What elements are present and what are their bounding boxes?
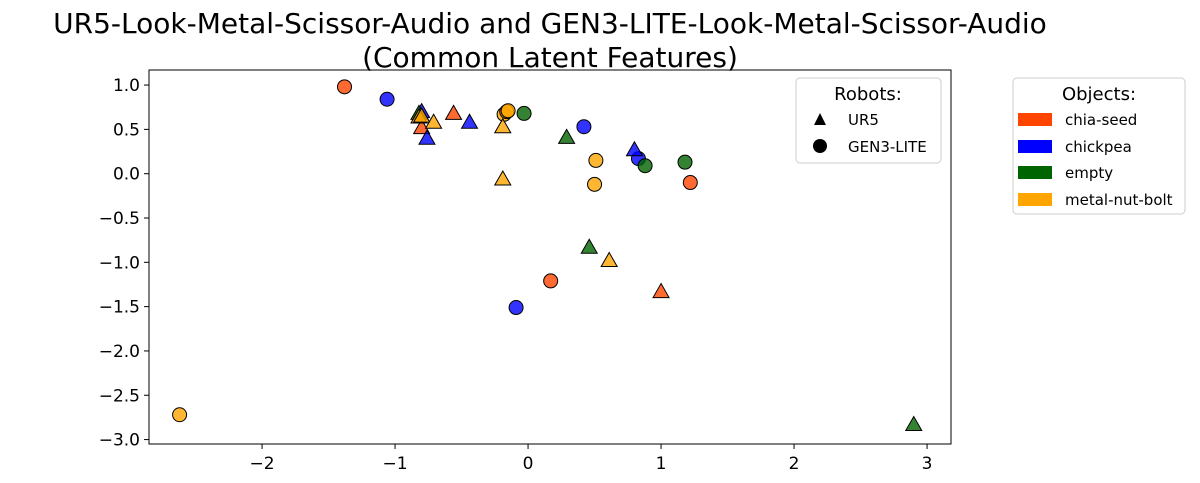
gen3lite-chickpea-point [379,91,395,107]
gen3lite-chickpea-point [576,119,592,135]
robots-legend: Robots: UR5 GEN3-LITE [795,77,942,164]
robots-legend-ur5: UR5 [848,111,879,129]
ur5-chickpea-point [418,129,436,145]
ur5-metal-nut-bolt-point [412,107,431,123]
gen3lite-empty-point [637,158,653,174]
gen3lite-metal-nut-bolt-point [172,407,188,423]
objects-legend-chickpea: chickpea [1065,138,1132,156]
gen3lite-metal-nut-bolt-point [588,152,604,168]
robots-legend-title: Robots: [834,84,902,105]
y-tick-label: 0.0 [113,165,140,185]
chia-seed-swatch [1018,113,1052,126]
gen3lite-metal-nut-bolt-point [587,176,603,192]
ur5-chia-seed-point [444,104,463,120]
gen3lite-chickpea-point [508,300,524,316]
objects-legend-empty: empty [1065,164,1113,182]
circle-marker-icon [813,139,827,153]
x-tick-label: −2 [250,454,275,474]
chart-title-line2: (Common Latent Features) [362,41,738,74]
robots-legend-box [795,77,942,164]
data-markers [172,79,923,432]
objects-legend-box [1012,77,1186,215]
ur5-metal-nut-bolt-point [600,251,619,268]
ur5-empty-point [557,128,576,144]
gen3lite-empty-point [677,154,693,170]
x-tick-label: −1 [383,454,408,474]
ur5-metal-nut-bolt-point [493,170,512,186]
ur5-metal-nut-bolt-point [493,117,512,134]
y-tick-label: −1.0 [99,253,140,273]
y-tick-label: −3.0 [99,431,140,451]
ur5-empty-point [904,415,923,432]
gen3lite-metal-nut-bolt-point [500,103,516,119]
gen3lite-chia-seed-point [543,273,559,289]
ur5-chia-seed-point [652,282,670,299]
objects-legend-title: Objects: [1062,84,1136,105]
chickpea-swatch [1018,140,1052,153]
y-tick-label: 0.5 [113,120,140,140]
ur5-chickpea-point [460,113,479,129]
ur5-empty-point [580,238,599,254]
x-tick-label: 3 [922,454,933,474]
robots-legend-gen3lite: GEN3-LITE [848,138,927,156]
objects-legend: Objects: chia-seed chickpea empty metal-… [1012,77,1186,215]
x-tick-label: 2 [789,454,800,474]
chart-title-line1: UR5-Look-Metal-Scissor-Audio and GEN3-LI… [53,7,1047,40]
axis-ticks: −2 −1 0 1 2 3 1.0 0.5 0.0 −0.5 −1.0 −1.5 −2.0 −2.5 −3.… [99,76,933,474]
triangle-marker-icon [814,113,826,125]
y-tick-label: 1.0 [113,76,140,96]
objects-legend-metal-nut-bolt: metal-nut-bolt [1065,191,1173,209]
plot-area-frame [148,69,952,445]
empty-swatch [1018,166,1052,179]
metal-nut-bolt-swatch [1018,193,1052,206]
objects-legend-chia-seed: chia-seed [1065,111,1137,129]
gen3lite-chia-seed-point [682,175,698,191]
y-tick-label: −1.5 [99,298,140,318]
y-tick-label: −0.5 [99,209,140,229]
y-tick-label: −2.5 [99,386,140,406]
gen3lite-chia-seed-point [337,79,353,95]
x-tick-label: 0 [523,454,534,474]
gen3lite-empty-point [516,105,532,121]
ur5-metal-nut-bolt-point [424,113,443,129]
x-tick-label: 1 [656,454,667,474]
y-tick-label: −2.0 [99,342,140,362]
ur5-chia-seed-point [412,118,431,135]
ur5-chickpea-point [625,140,644,157]
